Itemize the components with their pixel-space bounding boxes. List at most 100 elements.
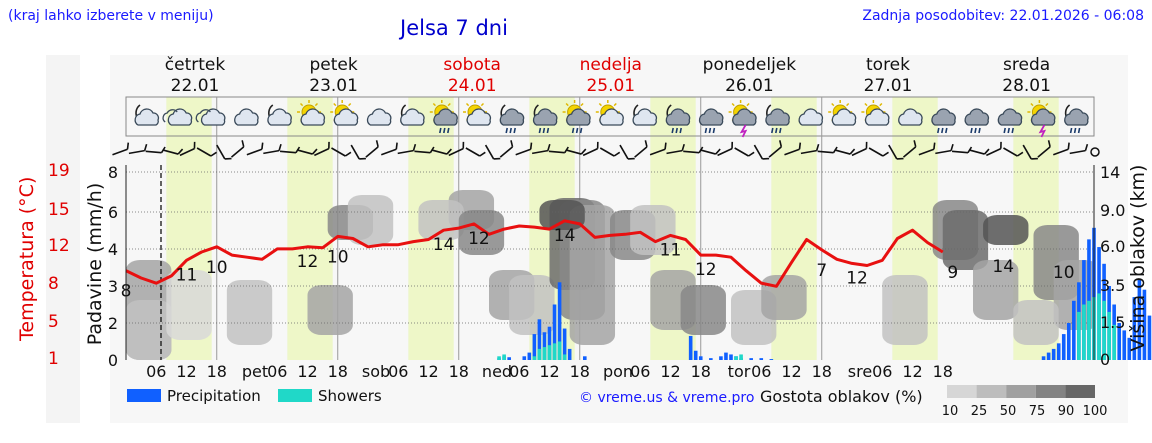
precipitation-bar — [729, 354, 733, 360]
wind-barb-icon — [717, 141, 734, 157]
cloud-density-swatch — [976, 385, 1007, 398]
cloud-density-swatch — [1065, 385, 1095, 398]
x-tick-label: 18 — [207, 362, 227, 381]
temperature-data-label: 7 — [816, 261, 827, 281]
cloud-density-tick: 100 — [1083, 404, 1108, 419]
wind-barb-icon — [128, 143, 148, 155]
wind-barb-icon — [599, 147, 621, 157]
wind-barb-icon — [868, 147, 889, 157]
moon-cloud-icon — [632, 104, 658, 126]
wind-barb-icon — [902, 140, 917, 158]
moon-rain-icon — [499, 104, 525, 134]
precipitation-bar — [1056, 343, 1061, 360]
wind-barb-icon — [1003, 147, 1024, 157]
day-name-label: ponedeljek — [703, 55, 797, 75]
precipitation-bar — [1137, 278, 1142, 360]
precipitation-bar — [1072, 300, 1076, 360]
cloud-height-tick: 9.0 — [1100, 201, 1125, 220]
temperature-tick: 1 — [48, 349, 59, 369]
wind-barb-icon — [112, 142, 130, 156]
wind-barb-icon — [753, 144, 770, 160]
wind-barb-icon — [196, 147, 217, 157]
wind-barb-icon — [619, 144, 635, 160]
cloud-density-cell — [458, 210, 505, 255]
wind-barb-icon — [918, 142, 936, 156]
wind-barb-icon — [465, 147, 486, 157]
precipitation-bar — [688, 335, 693, 360]
temperature-data-label: 10 — [206, 258, 228, 278]
precipitation-bar — [719, 356, 723, 360]
wind-barb-icon — [531, 143, 551, 155]
wind-barb-icon — [634, 140, 648, 158]
day-date-label: 26.01 — [725, 76, 774, 96]
cloud-icon — [234, 108, 259, 126]
precipitation-bar — [1051, 348, 1056, 360]
precipitation-bar — [552, 304, 557, 360]
x-tick-label: ned — [482, 362, 512, 381]
precipitation-bar — [537, 319, 542, 360]
cloud-density-cell — [680, 285, 726, 335]
temperature-data-label: 14 — [554, 226, 576, 246]
wind-barb-icon — [834, 148, 856, 155]
precipitation-bar — [562, 328, 567, 360]
temperature-tick: 15 — [48, 200, 70, 220]
temperature-data-label: 10 — [1053, 263, 1075, 283]
x-tick-label: 18 — [933, 362, 953, 381]
temperature-data-label: 10 — [327, 247, 349, 267]
precipitation-bar — [1046, 352, 1051, 360]
wind-barb-icon — [515, 142, 533, 156]
precipitation-axis-label: Padavine (mm/h) — [84, 183, 106, 346]
cloudy-icon — [162, 108, 193, 126]
wind-barb-icon — [768, 140, 783, 158]
day-name-label: nedelja — [580, 55, 642, 75]
precipitation-bar — [542, 332, 547, 360]
showers-bar — [497, 356, 501, 360]
temperature-data-label: 11 — [660, 240, 682, 260]
x-tick-label: 18 — [328, 362, 348, 381]
x-tick-label: 12 — [781, 362, 801, 381]
x-tick-label: 18 — [570, 362, 590, 381]
showers-bar — [739, 354, 743, 360]
wind-barb-icon — [448, 141, 465, 157]
sun-cloud-icon — [330, 100, 359, 126]
x-tick-label: 12 — [902, 362, 922, 381]
showers-bar — [1082, 304, 1086, 360]
sun-cloud-storm-icon — [1027, 100, 1056, 138]
cloud-density-cell — [166, 270, 212, 340]
precipitation-bar — [709, 358, 713, 360]
moon-rain-icon — [1064, 104, 1089, 134]
showers-bar — [1107, 311, 1111, 360]
cloud-density-cell — [418, 200, 464, 240]
x-tick-label: pet — [242, 362, 268, 381]
location-hint: (kraj lahko izberete v meniju) — [8, 8, 214, 24]
x-tick-label: 06 — [146, 362, 166, 381]
x-tick-label: 06 — [388, 362, 408, 381]
showers-bar — [562, 354, 567, 360]
cloud-density-swatch — [1035, 385, 1066, 398]
showers-legend-label: Showers — [318, 387, 382, 405]
wind-barb-icon — [700, 148, 721, 155]
x-tick-label: 06 — [630, 362, 650, 381]
x-tick-label: sre — [848, 362, 872, 381]
cloud-density-tick: 90 — [1058, 404, 1075, 419]
wind-barb-icon — [499, 140, 514, 158]
wind-barb-icon — [888, 144, 904, 160]
precipitation-bar — [522, 356, 527, 360]
cloud-density-cell — [882, 275, 928, 345]
temperature-data-label: 12 — [468, 229, 490, 249]
cloud-density-tick: 50 — [1000, 404, 1017, 419]
showers-bar — [1112, 324, 1116, 360]
moon-cloud-icon — [267, 104, 292, 126]
wind-barb-icon — [986, 141, 1002, 157]
precipitation-bar — [557, 282, 562, 360]
cloud-height-tick: 0 — [1100, 350, 1110, 369]
precipitation-tick: 3 — [108, 277, 118, 296]
precipitation-tick: 0 — [108, 351, 118, 370]
precipitation-bar — [547, 326, 552, 360]
wind-barb-icon — [1037, 140, 1051, 158]
x-tick-label: 06 — [872, 362, 892, 381]
cloud-density-tick: 25 — [971, 404, 988, 419]
wind-barb-icon — [246, 142, 264, 156]
precipitation-tick: 8 — [108, 163, 118, 182]
cloud-density-cell — [630, 205, 676, 255]
